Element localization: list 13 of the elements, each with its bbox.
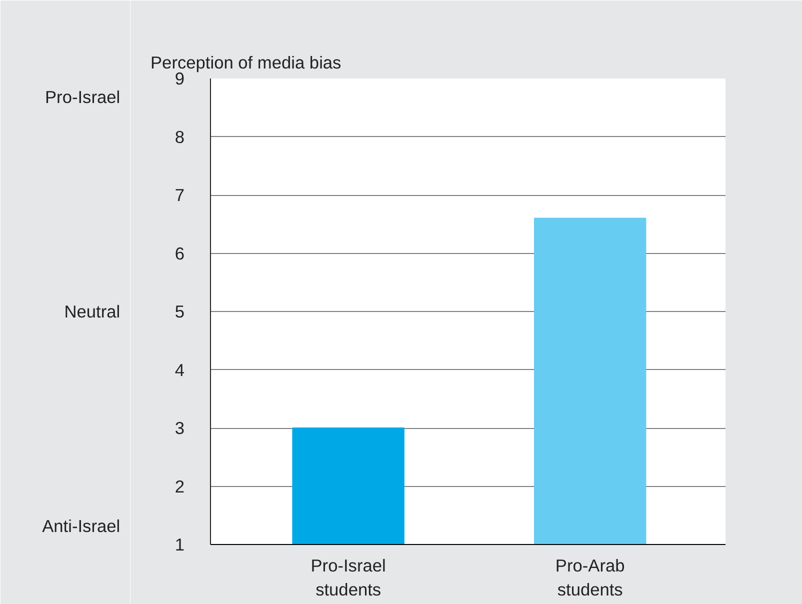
x-tick-label: Pro-Israel students <box>310 556 386 600</box>
y-tick-label: 2 <box>174 476 185 496</box>
y-tick-label: 7 <box>174 185 185 205</box>
y-tick-label: 1 <box>174 534 185 554</box>
text: Pro-Israel <box>44 86 120 107</box>
y-tick-label: 5 <box>174 302 185 322</box>
y-tick-label: 6 <box>174 243 185 264</box>
x-tick-label: Pro-Arab students <box>555 556 625 600</box>
text: Neutral <box>64 302 120 322</box>
y-tick-label: 4 <box>174 360 185 380</box>
text: Anti-Israel <box>42 516 120 536</box>
y-tick-label: 3 <box>174 418 185 438</box>
y-tick-label: 8 <box>174 126 185 147</box>
